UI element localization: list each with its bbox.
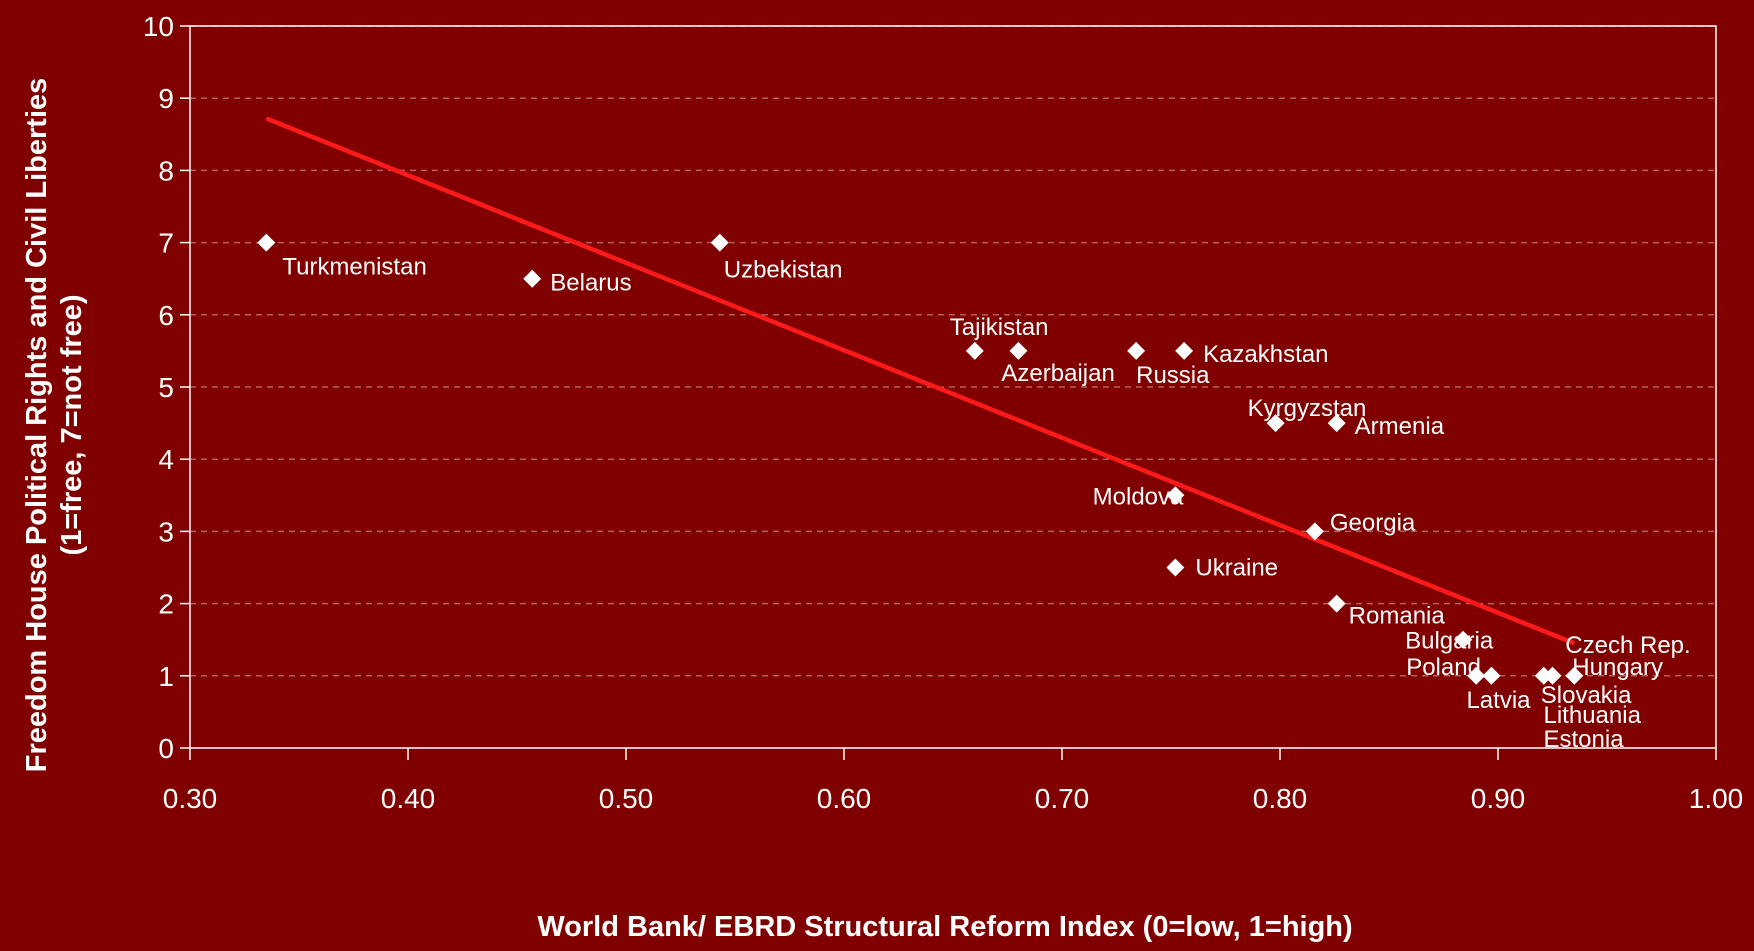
y-axis-title-line1: Freedom House Political Rights and Civil… bbox=[21, 78, 53, 773]
x-tick-label: 0.90 bbox=[1471, 783, 1526, 814]
data-point-turkmenistan bbox=[257, 233, 276, 252]
data-point-czech-rep- bbox=[1565, 666, 1584, 685]
point-label-slovakia: Slovakia bbox=[1541, 682, 1632, 709]
trendline bbox=[265, 116, 1576, 646]
y-tick-label: 7 bbox=[158, 228, 174, 259]
y-tick-label: 10 bbox=[143, 11, 174, 42]
y-tick-label: 1 bbox=[158, 661, 174, 692]
point-label-armenia: Armenia bbox=[1355, 413, 1445, 440]
axes: 0 1 2 3 4 5 6 7 8 9 10 0.30 0.40 0.50 0.60 0.70 0.80 0.90… bbox=[143, 11, 1743, 814]
data-point-lithuania bbox=[1543, 666, 1562, 685]
point-label-romania: Romania bbox=[1349, 603, 1446, 630]
y-tick-label: 4 bbox=[158, 444, 174, 475]
data-point-tajikistan bbox=[965, 341, 984, 360]
data-point-ukraine bbox=[1166, 558, 1185, 577]
data-point-romania bbox=[1327, 594, 1346, 613]
point-label-estonia: Estonia bbox=[1544, 726, 1625, 753]
data-point-kazakhstan bbox=[1175, 341, 1194, 360]
point-label-tajikistan: Tajikistan bbox=[950, 314, 1049, 341]
point-label-kazakhstan: Kazakhstan bbox=[1203, 341, 1328, 368]
x-tick-label: 1.00 bbox=[1689, 783, 1744, 814]
point-label-lithuania: Lithuania bbox=[1544, 702, 1642, 729]
data-point-armenia bbox=[1327, 414, 1346, 433]
data-point-russia bbox=[1127, 341, 1146, 360]
point-label-russia: Russia bbox=[1136, 362, 1210, 389]
data-point-kyrgyzstan bbox=[1266, 414, 1285, 433]
data-point-uzbekistan bbox=[710, 233, 729, 252]
x-axis-title: World Bank/ EBRD Structural Reform Index… bbox=[537, 911, 1352, 943]
y-tick-label: 2 bbox=[158, 589, 174, 620]
y-tick-label: 3 bbox=[158, 516, 174, 547]
x-tick-label: 0.40 bbox=[381, 783, 436, 814]
point-label-uzbekistan: Uzbekistan bbox=[724, 257, 843, 284]
y-tick-label: 6 bbox=[158, 300, 174, 331]
x-tick-label: 0.30 bbox=[163, 783, 218, 814]
data-point-belarus bbox=[523, 269, 542, 288]
data-point-azerbaijan bbox=[1009, 341, 1028, 360]
y-axis-title-line2: (1=free, 7=not free) bbox=[56, 294, 88, 555]
x-tick-label: 0.60 bbox=[817, 783, 872, 814]
data-point-latvia bbox=[1482, 666, 1501, 685]
data-point-poland bbox=[1467, 666, 1486, 685]
gridlines bbox=[190, 25, 1716, 677]
data-point-moldova bbox=[1166, 486, 1185, 505]
point-label-czech-rep-: Czech Rep. bbox=[1565, 632, 1690, 659]
point-label-latvia: Latvia bbox=[1466, 687, 1531, 714]
points-layer bbox=[257, 233, 1584, 685]
point-label-belarus: Belarus bbox=[550, 270, 631, 297]
point-label-bulgaria: Bulgaria bbox=[1405, 628, 1494, 655]
point-label-moldova: Moldova bbox=[1093, 483, 1184, 510]
x-tick-label: 0.50 bbox=[599, 783, 654, 814]
point-label-poland: Poland bbox=[1406, 654, 1481, 681]
point-label-hungary: Hungary bbox=[1572, 654, 1663, 681]
data-point-georgia bbox=[1305, 522, 1324, 541]
y-tick-label: 8 bbox=[158, 155, 174, 186]
point-label-ukraine: Ukraine bbox=[1195, 555, 1278, 582]
point-label-georgia: Georgia bbox=[1330, 509, 1416, 536]
data-point-bulgaria bbox=[1454, 630, 1473, 649]
point-label-turkmenistan: Turkmenistan bbox=[282, 254, 427, 281]
trendline-layer bbox=[265, 116, 1576, 646]
point-labels-layer: Turkmenistan Belarus Uzbekistan Tajikistan A… bbox=[282, 254, 1690, 753]
x-tick-label: 0.80 bbox=[1253, 783, 1308, 814]
point-label-azerbaijan: Azerbaijan bbox=[1001, 360, 1114, 387]
y-tick-label: 0 bbox=[158, 733, 174, 764]
y-tick-label: 5 bbox=[158, 372, 174, 403]
y-tick-label: 9 bbox=[158, 83, 174, 114]
x-tick-label: 0.70 bbox=[1035, 783, 1090, 814]
point-label-kyrgyzstan: Kyrgyzstan bbox=[1248, 395, 1367, 422]
